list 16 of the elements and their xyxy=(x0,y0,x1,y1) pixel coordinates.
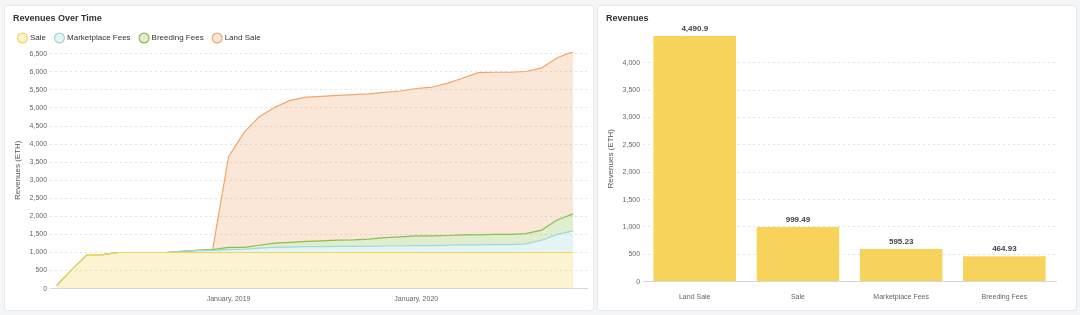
legend-label: Land Sale xyxy=(224,33,262,43)
y-axis-title: Revenues (ETH) xyxy=(606,128,615,189)
legend-label: Breeding Fees xyxy=(151,33,204,43)
data-label: 4,490.9 xyxy=(681,24,709,34)
data-label: 595.23 xyxy=(888,237,914,247)
bar xyxy=(756,226,840,282)
data-label: 999.49 xyxy=(785,215,811,225)
legend-label: Marketplace Fees xyxy=(67,33,131,43)
bar xyxy=(963,256,1046,282)
y-axis-title: Revenues (ETH) xyxy=(13,140,22,201)
bar xyxy=(653,36,737,282)
chart-title: Revenues xyxy=(606,13,649,23)
bar xyxy=(859,249,943,282)
legend-label: Sale xyxy=(30,33,47,43)
data-label: 464.93 xyxy=(992,244,1018,254)
chart-title: Revenues Over Time xyxy=(13,13,102,23)
